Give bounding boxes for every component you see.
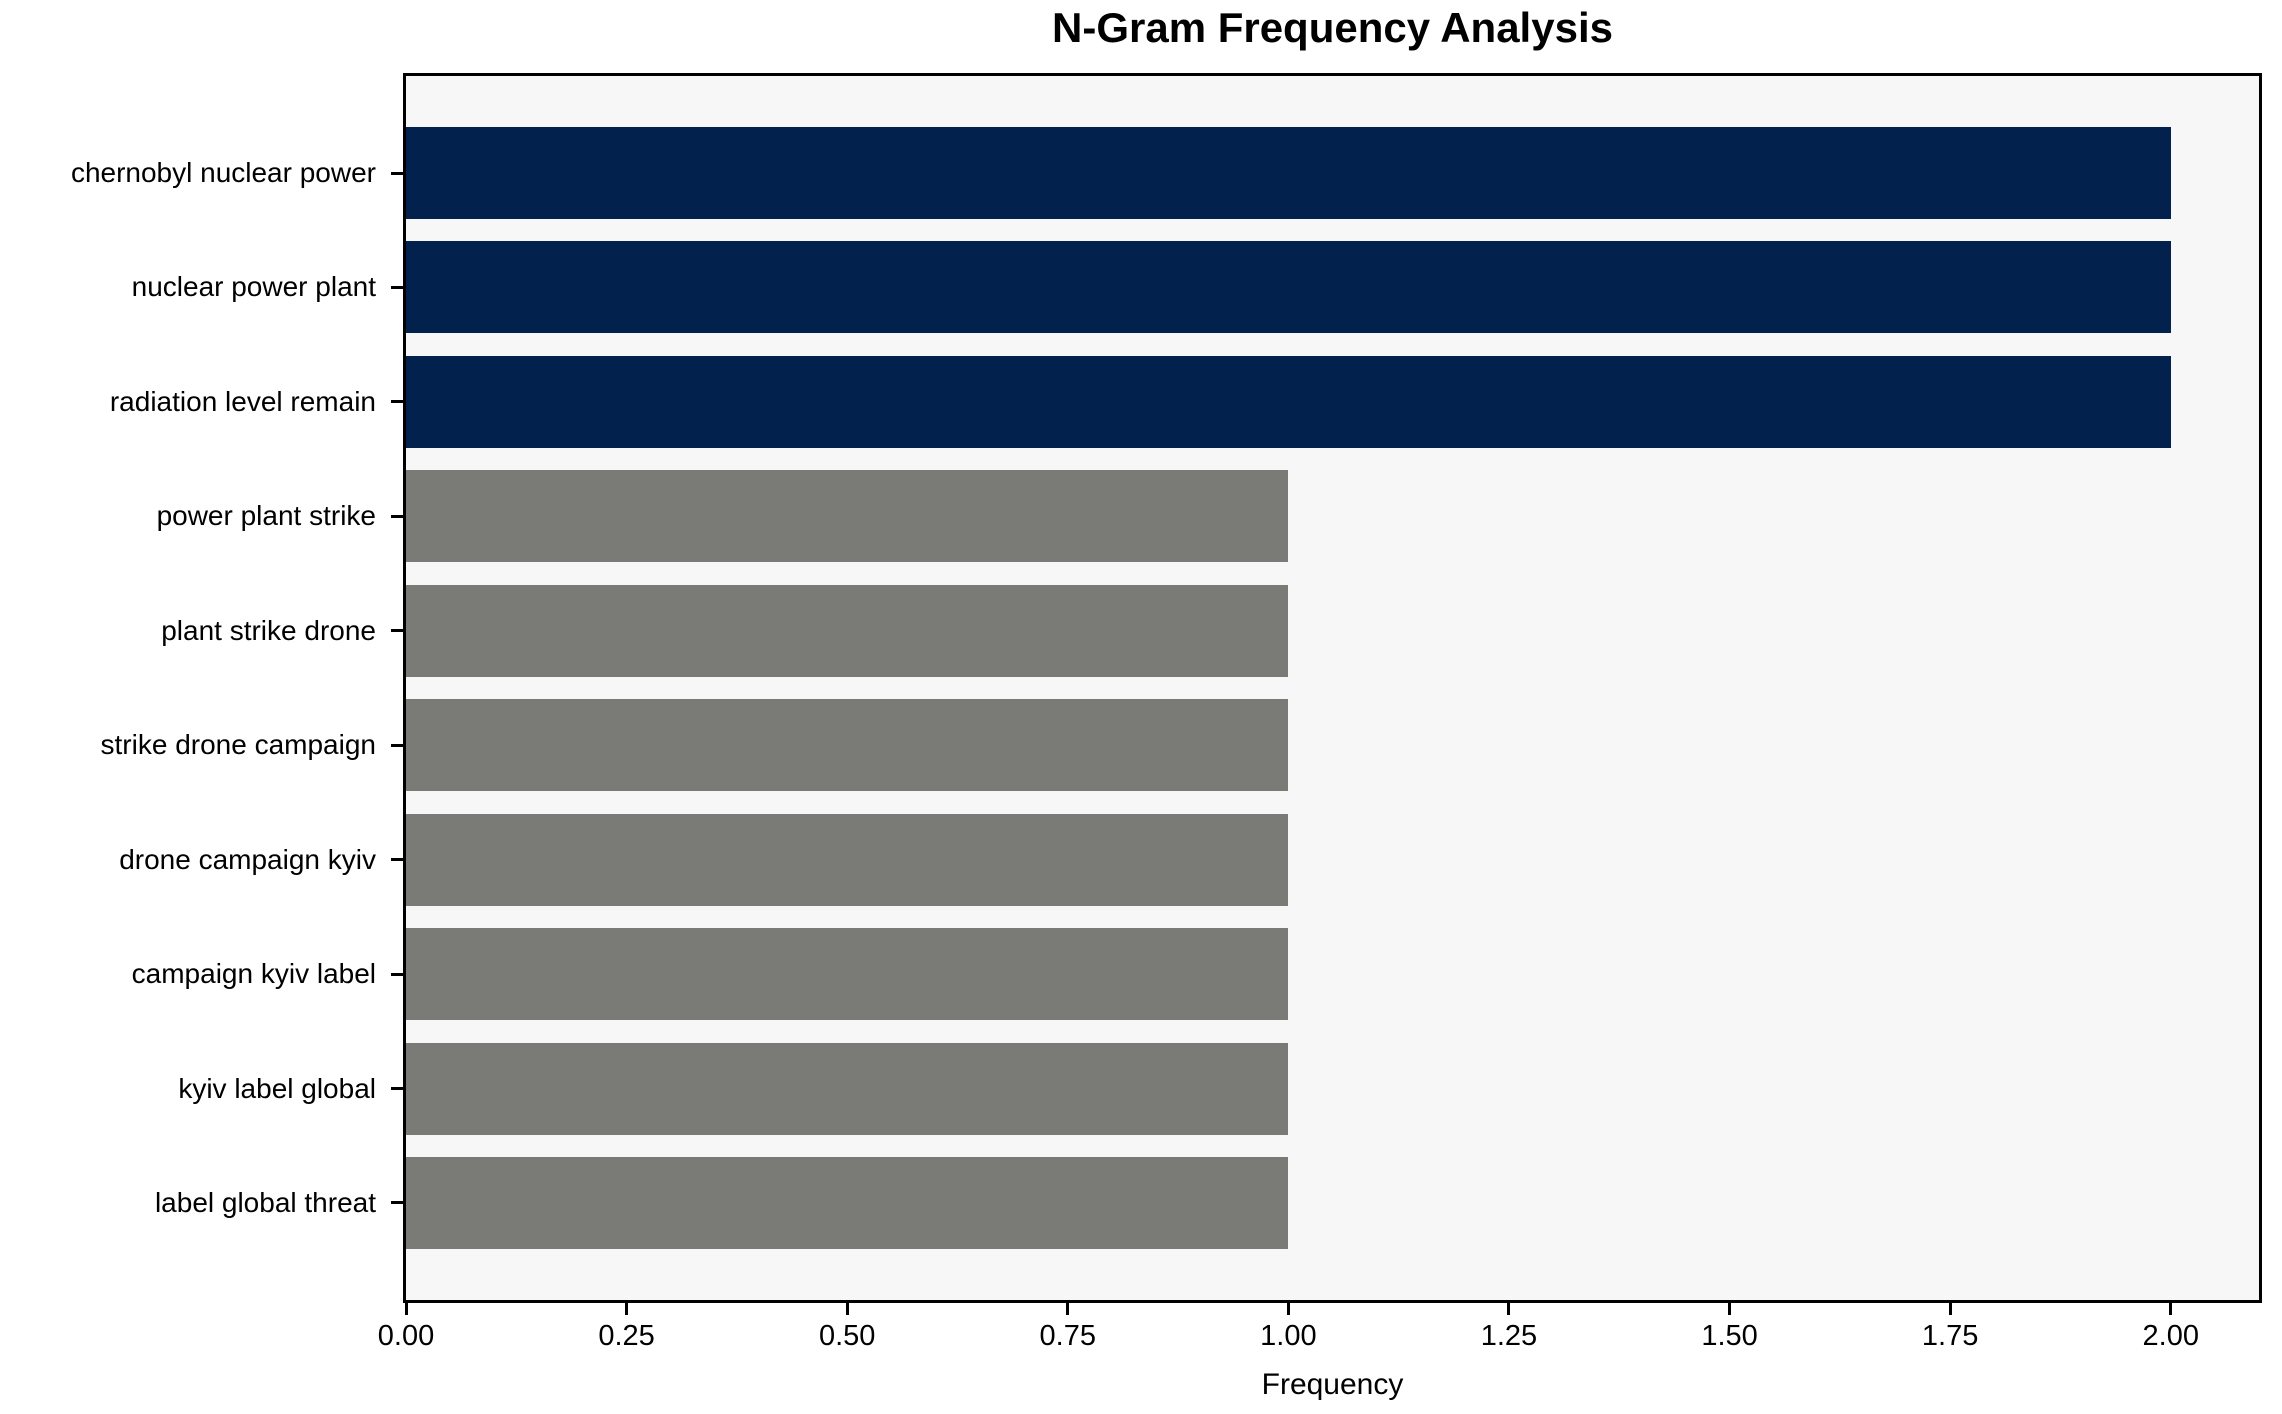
y-tick-label: nuclear power plant: [131, 271, 376, 303]
y-tick-mark: [391, 514, 403, 518]
x-tick-mark: [1948, 1303, 1952, 1315]
chart-title: N-Gram Frequency Analysis: [1052, 4, 1613, 51]
y-tick-mark: [391, 629, 403, 633]
y-tick-mark: [391, 1201, 403, 1205]
x-tick-label: 0.75: [1039, 1320, 1096, 1352]
x-tick-label: 1.25: [1480, 1320, 1538, 1352]
y-tick-mark: [391, 400, 403, 404]
x-tick-mark: [1507, 1303, 1511, 1315]
x-tick-label: 1.50: [1701, 1320, 1758, 1352]
x-tick-mark: [845, 1303, 849, 1315]
x-tick-mark: [1728, 1303, 1732, 1315]
y-tick-label: campaign kyiv label: [131, 958, 376, 990]
x-axis-label: Frequency: [1261, 1368, 1404, 1401]
x-tick-mark: [1066, 1303, 1070, 1315]
x-tick-mark: [625, 1303, 629, 1315]
x-tick-label: 1.00: [1260, 1320, 1317, 1352]
bar: [406, 1156, 1289, 1249]
y-tick-mark: [391, 858, 403, 862]
y-tick-mark: [391, 743, 403, 747]
y-tick-mark: [391, 285, 403, 289]
y-tick-mark: [391, 1087, 403, 1091]
x-tick-mark: [2169, 1303, 2173, 1315]
y-tick-label: radiation level remain: [109, 385, 376, 417]
x-tick-mark: [404, 1303, 408, 1315]
y-tick-label: chernobyl nuclear power: [70, 157, 376, 188]
y-tick-label: strike drone campaign: [100, 729, 376, 761]
bar: [406, 1042, 1289, 1135]
y-tick-label: label global threat: [154, 1186, 376, 1218]
y-tick-label: kyiv label global: [178, 1072, 376, 1104]
y-tick-label: plant strike drone: [161, 614, 376, 646]
bar: [406, 699, 1289, 792]
y-tick-label: power plant strike: [156, 500, 376, 532]
x-tick-mark: [1286, 1303, 1290, 1315]
bar: [406, 584, 1289, 677]
x-tick-label: 0.00: [377, 1320, 435, 1352]
bars-layer: [406, 76, 2259, 1300]
bar: [406, 928, 1289, 1021]
bar: [406, 241, 2171, 334]
bar: [406, 813, 1289, 906]
x-tick-label: 0.50: [818, 1320, 876, 1352]
bar: [406, 470, 1289, 563]
y-tick-mark: [391, 972, 403, 976]
x-tick-label: 0.25: [598, 1320, 655, 1352]
x-tick-label: 1.75: [1921, 1320, 1979, 1352]
bar: [406, 127, 2171, 219]
x-tick-label: 2.00: [2142, 1320, 2199, 1352]
y-tick-label: drone campaign kyiv: [119, 843, 376, 875]
y-tick-mark: [391, 171, 403, 175]
bar: [406, 355, 2171, 448]
